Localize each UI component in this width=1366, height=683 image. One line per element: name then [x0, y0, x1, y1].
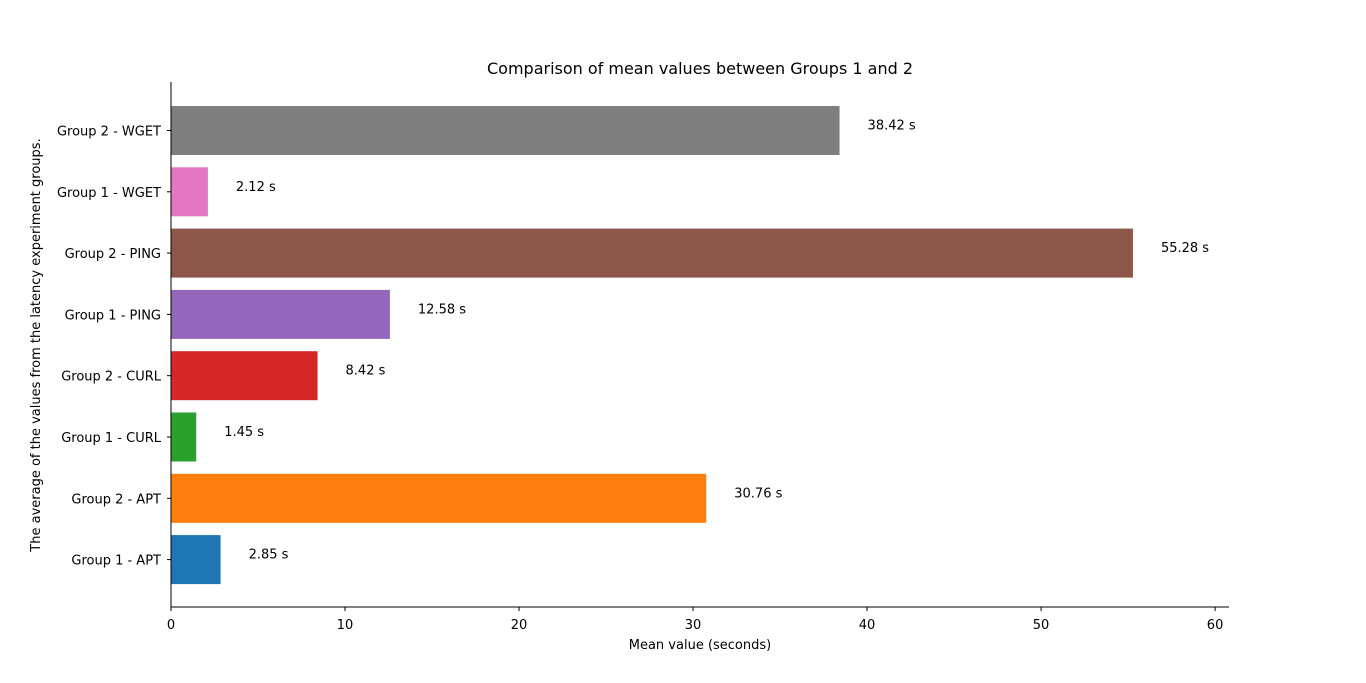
bar-group-2-ping — [171, 228, 1133, 278]
bar-group-2-wget — [171, 106, 840, 155]
bar-group-1-curl — [171, 412, 197, 462]
y-tick-label-group-2-wget: Group 2 - WGET — [57, 125, 161, 140]
x-axis-label: Mean value (seconds) — [629, 638, 771, 653]
x-tick-label: 60 — [1207, 618, 1224, 633]
x-tick-label: 0 — [167, 618, 175, 633]
data-label-group-2-wget: 38.42 s — [868, 119, 916, 134]
x-tick-label: 20 — [511, 618, 528, 633]
data-label-group-2-curl: 8.42 s — [346, 364, 386, 379]
bar-group-1-ping — [171, 289, 390, 339]
y-tick-label-group-2-ping: Group 2 - PING — [65, 247, 161, 262]
x-tick-label: 30 — [685, 618, 702, 633]
x-axis-ticks: 0 10 20 30 40 50 60 — [167, 607, 1223, 633]
y-tick-label-group-2-apt: Group 2 - APT — [71, 492, 161, 507]
y-tick-label-group-2-curl: Group 2 - CURL — [61, 370, 162, 385]
bars-group — [171, 106, 1133, 585]
x-tick-label: 50 — [1033, 618, 1050, 633]
y-tick-label-group-1-apt: Group 1 - APT — [71, 554, 161, 569]
bar-group-1-wget — [171, 167, 208, 217]
y-tick-label-group-1-ping: Group 1 - PING — [65, 308, 161, 323]
chart-title: Comparison of mean values between Groups… — [487, 59, 913, 78]
data-label-group-1-ping: 12.58 s — [418, 302, 466, 317]
x-tick-label: 10 — [337, 618, 354, 633]
y-tick-label-group-1-curl: Group 1 - CURL — [61, 431, 162, 446]
data-label-group-1-apt: 2.85 s — [249, 548, 289, 563]
x-tick-label: 40 — [859, 618, 876, 633]
data-label-group-1-wget: 2.12 s — [236, 180, 276, 195]
bar-group-1-apt — [171, 535, 221, 585]
data-label-group-2-apt: 30.76 s — [734, 486, 782, 501]
y-axis-ticks: Group 1 - APT Group 2 - APT Group 1 - CURL… — [57, 125, 171, 569]
bar-group-2-apt — [171, 473, 707, 523]
y-axis-label: The average of the values from the laten… — [29, 138, 44, 552]
value-labels-group: 2.85 s 30.76 s 1.45 s 8.42 s 12.58 s 55.28 s 2… — [224, 119, 1209, 563]
y-tick-label-group-1-wget: Group 1 - WGET — [57, 186, 161, 201]
bar-group-2-curl — [171, 351, 318, 401]
data-label-group-1-curl: 1.45 s — [224, 425, 264, 440]
data-label-group-2-ping: 55.28 s — [1161, 241, 1209, 256]
